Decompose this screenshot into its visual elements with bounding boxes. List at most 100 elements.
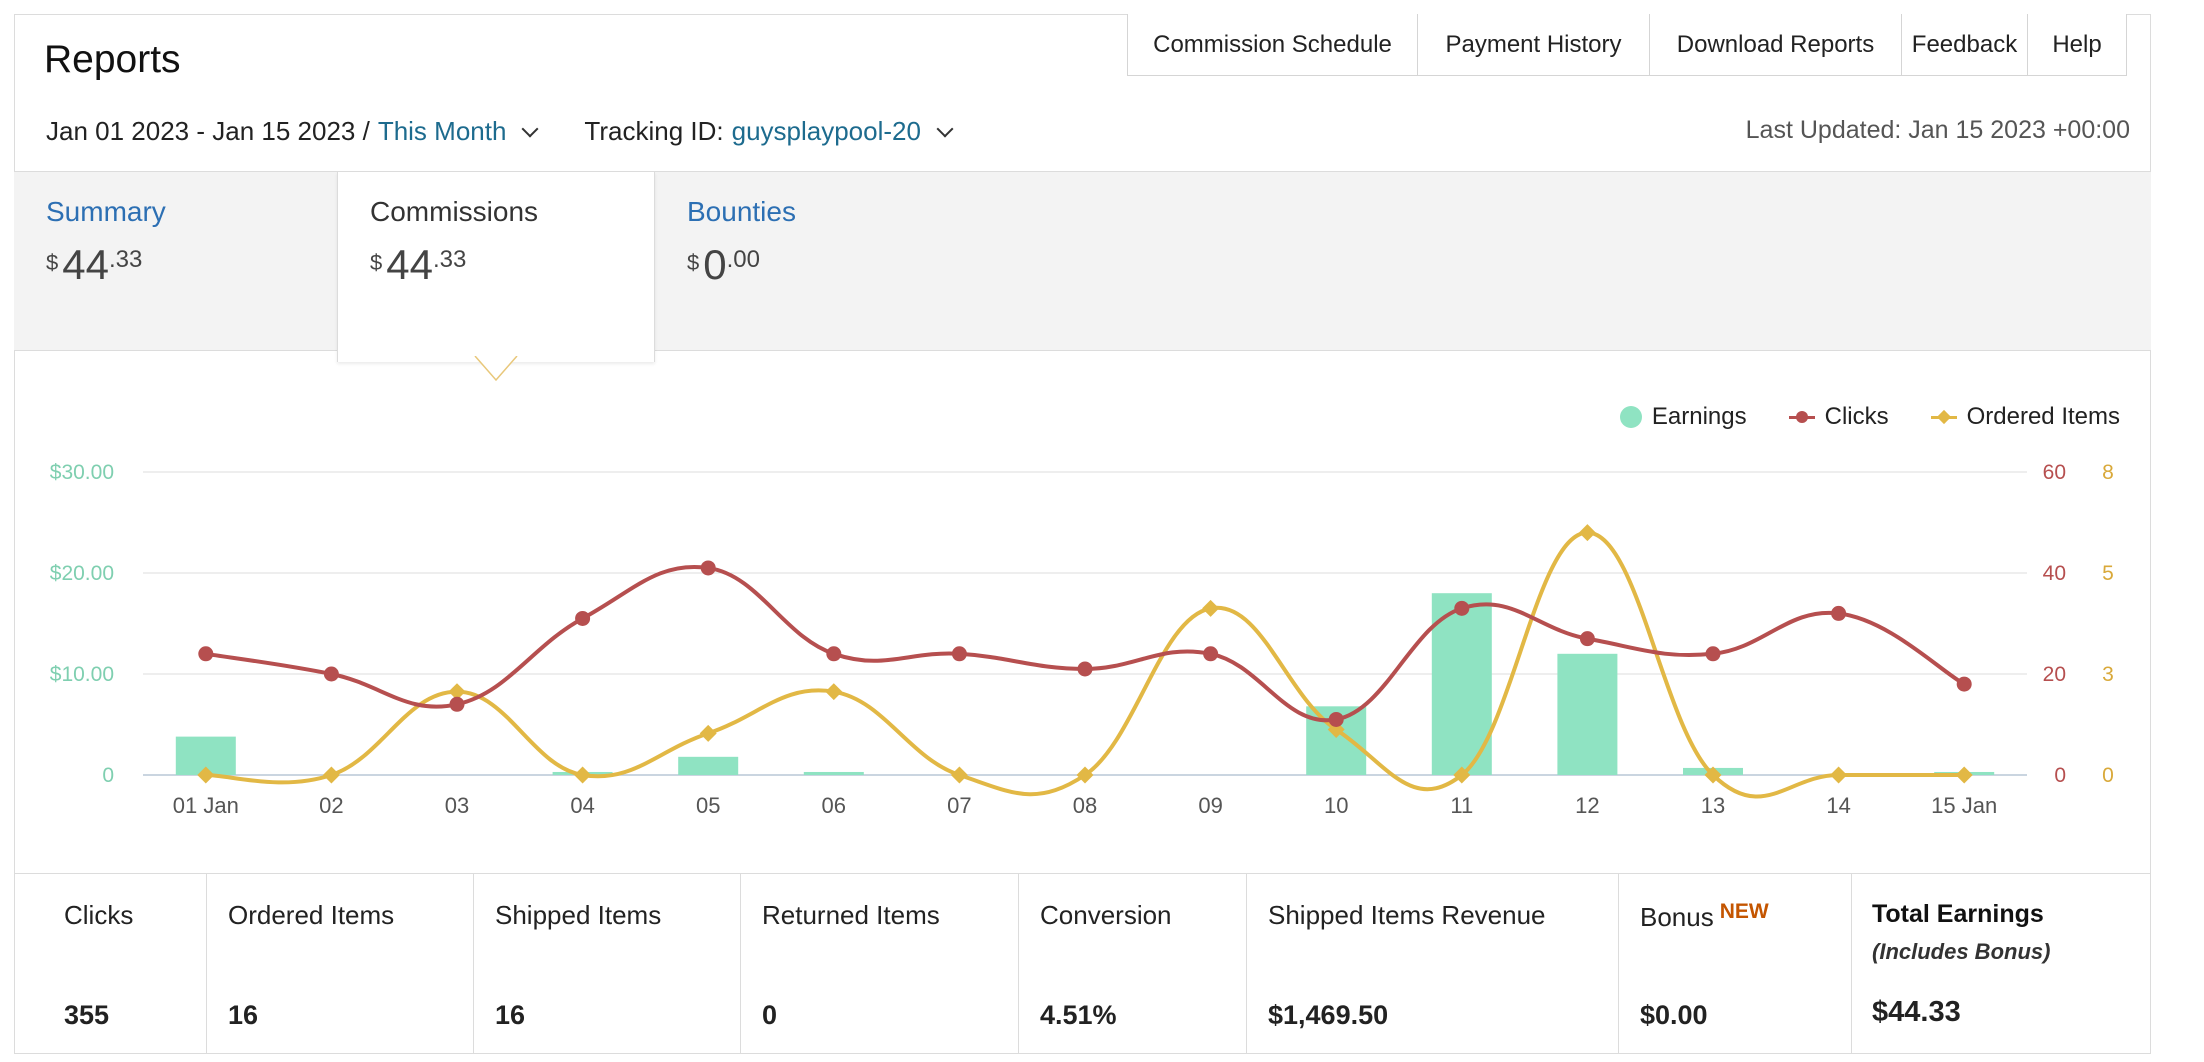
- clicks-point: [323, 666, 339, 682]
- ordered-items-point: [825, 683, 843, 701]
- download-reports-link[interactable]: Download Reports: [1649, 14, 1901, 75]
- ordered-items-point: [950, 766, 968, 784]
- feedback-link[interactable]: Feedback: [1901, 14, 2027, 75]
- x-tick-label: 09: [1198, 793, 1222, 818]
- ordered-items-point: [1704, 766, 1722, 784]
- tab-amount: $ 0 .00: [687, 241, 760, 288]
- tab-summary[interactable]: Summary $ 44 .33: [14, 172, 337, 352]
- top-nav: Commission Schedule Payment History Down…: [1127, 14, 2127, 76]
- clicks-point: [1454, 600, 1470, 616]
- ordered-items-point: [1830, 766, 1848, 784]
- clicks-line-icon: [1788, 407, 1815, 427]
- y-tick-label-clicks: 20: [2043, 663, 2066, 686]
- stat-shipped-items: Shipped Items 16: [474, 874, 741, 1054]
- chevron-down-icon[interactable]: [936, 120, 954, 137]
- clicks-point: [1328, 711, 1344, 727]
- earnings-chart: 0 $10.00 $20.00 $30.00 02 04 06 0 03 5 8 01 Jan 0 2 0 3…: [50, 461, 2114, 818]
- tab-amount: $ 44 .33: [46, 241, 143, 288]
- stat-ordered-items: Ordered Items 16: [207, 874, 474, 1054]
- x-tick-label: 08: [1073, 793, 1097, 818]
- new-badge: NEW: [1719, 900, 1769, 923]
- stat-total-earnings: Total Earnings (Includes Bonus) $44.33: [1872, 900, 2051, 1028]
- tab-label: Summary: [46, 196, 166, 227]
- x-tick-label: 02: [319, 793, 343, 818]
- stat-shipped-items-revenue: Shipped Items Revenue $1,469.50: [1247, 874, 1619, 1054]
- x-tick-label: 04: [570, 793, 594, 818]
- ordered-items-point: [699, 724, 717, 742]
- clicks-point: [1203, 646, 1219, 662]
- tracking-id-dropdown[interactable]: guysplaypool-20: [731, 116, 921, 146]
- earnings-bar: [678, 756, 739, 775]
- earnings-bar: [803, 771, 864, 775]
- x-tick-label: 07: [947, 793, 971, 818]
- tab-label: Commissions: [370, 196, 539, 227]
- clicks-line: [205, 564, 1966, 723]
- y-tick-label-clicks: 0: [2054, 764, 2066, 787]
- x-tick-label: 01 Jan: [173, 793, 239, 818]
- ordered-items-line: [205, 530, 1965, 799]
- x-tick-label: 05: [696, 793, 720, 818]
- active-tab-caret-icon: [474, 356, 518, 382]
- period-dropdown[interactable]: This Month: [377, 116, 507, 146]
- ordered-items-point: [322, 766, 340, 784]
- x-tick-label: 10: [1324, 793, 1348, 818]
- legend-ordered-items[interactable]: Ordered Items: [1930, 403, 2120, 431]
- y-tick-label-earnings: $30.00: [50, 461, 114, 484]
- tab-bounties[interactable]: Bounties $ 0 .00: [655, 172, 985, 352]
- stat-conversion: Conversion 4.51%: [1019, 874, 1247, 1054]
- ordered-items-point: [574, 766, 592, 784]
- clicks-point: [1831, 605, 1847, 621]
- x-tick-label: 12: [1575, 793, 1599, 818]
- last-updated: Last Updated: Jan 15 2023 +00:00: [1745, 116, 2130, 144]
- earnings-bar: [1557, 653, 1618, 775]
- clicks-point: [198, 646, 214, 662]
- help-link[interactable]: Help: [2027, 14, 2126, 75]
- legend-label: Clicks: [1824, 403, 1889, 430]
- ordered-items-point: [1955, 766, 1973, 784]
- legend-earnings[interactable]: Earnings: [1619, 403, 1747, 431]
- x-tick-label: 15 Jan: [1931, 793, 1997, 818]
- clicks-point: [449, 696, 465, 712]
- tracking-id-label: Tracking ID:: [584, 116, 724, 146]
- y-tick-label-ordered: 3: [2102, 663, 2114, 686]
- y-tick-label-earnings: $20.00: [50, 562, 114, 585]
- payment-history-link[interactable]: Payment History: [1417, 14, 1649, 75]
- x-tick-label: 06: [822, 793, 846, 818]
- clicks-point: [1705, 646, 1721, 662]
- tab-commissions[interactable]: Commissions $ 44 .33: [337, 172, 655, 362]
- y-tick-label-ordered: 8: [2102, 461, 2114, 484]
- stat-clicks: Clicks 355: [14, 874, 207, 1054]
- x-tick-label: 14: [1826, 793, 1850, 818]
- report-tabs: Summary $ 44 .33 Commissions $ 44 .33 Bo…: [14, 171, 2151, 362]
- earnings-bar: [1431, 593, 1492, 775]
- clicks-point: [1956, 676, 1972, 692]
- x-tick-label: 11: [1450, 793, 1473, 818]
- legend-clicks[interactable]: Clicks: [1788, 403, 1889, 431]
- clicks-point: [951, 646, 967, 662]
- stat-returned-items: Returned Items 0: [741, 874, 1019, 1054]
- earnings-dot-icon: [1619, 406, 1642, 428]
- ordered-items-line-icon: [1930, 407, 1957, 427]
- clicks-point: [1077, 661, 1093, 677]
- y-tick-label-ordered: 5: [2102, 562, 2114, 585]
- clicks-point: [826, 646, 842, 662]
- x-tick-label: 03: [445, 793, 469, 818]
- tab-amount: $ 44 .33: [370, 241, 467, 288]
- tab-label: Bounties: [687, 196, 796, 227]
- date-range: Jan 01 2023 - Jan 15 2023 /: [46, 116, 370, 146]
- report-filters: Jan 01 2023 - Jan 15 2023 / This Month T…: [46, 116, 954, 147]
- y-tick-label-clicks: 40: [2043, 562, 2066, 585]
- y-tick-label-earnings: 0: [102, 764, 114, 787]
- ordered-items-point: [448, 683, 466, 701]
- ordered-items-point: [1202, 599, 1220, 617]
- x-tick-label: 13: [1701, 793, 1725, 818]
- y-tick-label-earnings: $10.00: [50, 663, 114, 686]
- ordered-items-point: [1453, 766, 1471, 784]
- y-tick-label-ordered: 0: [2102, 764, 2114, 787]
- chart-legend: Earnings Clicks Ordered Items: [1619, 403, 2120, 431]
- ordered-items-point: [1076, 766, 1094, 784]
- stats-row: Clicks 355 Ordered Items 16 Shipped Item…: [14, 873, 2151, 1054]
- commission-schedule-link[interactable]: Commission Schedule: [1153, 30, 1392, 58]
- stat-bonus: Bonus NEW $0.00: [1619, 874, 1852, 1054]
- chevron-down-icon[interactable]: [521, 120, 539, 137]
